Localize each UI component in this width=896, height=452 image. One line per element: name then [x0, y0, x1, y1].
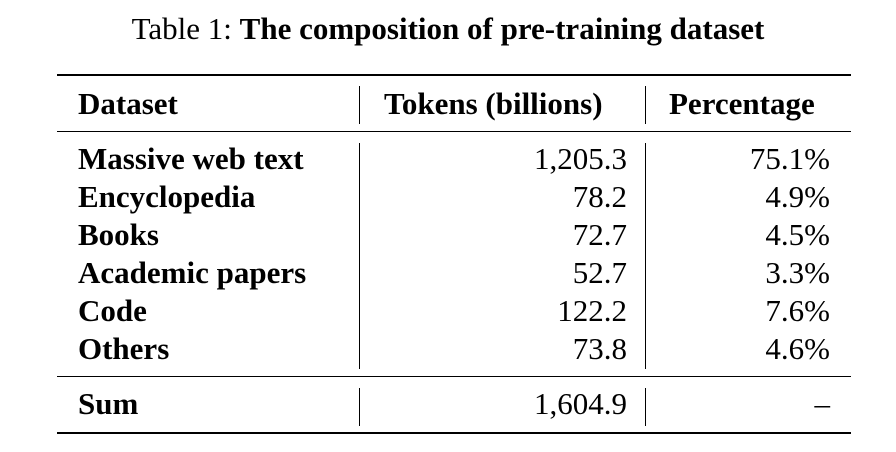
row-percentage: 4.9%	[765, 179, 830, 214]
row-percentage: 3.3%	[765, 255, 830, 290]
sum-label: Sum	[78, 386, 139, 421]
top-rule	[57, 74, 851, 76]
column-separator	[359, 388, 360, 426]
row-percentage: 7.6%	[765, 293, 830, 328]
row-dataset: Others	[78, 331, 170, 366]
row-tokens: 1,205.3	[534, 141, 627, 176]
bottom-rule	[57, 432, 851, 434]
sum-tokens: 1,604.9	[534, 386, 627, 421]
row-percentage: 4.6%	[765, 331, 830, 366]
column-separator	[359, 143, 360, 369]
row-dataset: Books	[78, 217, 159, 252]
column-separator	[359, 86, 360, 124]
column-separator	[645, 388, 646, 426]
row-percentage: 75.1%	[749, 141, 830, 176]
row-tokens: 122.2	[557, 293, 627, 328]
sum-percentage: –	[814, 386, 831, 421]
row-dataset: Massive web text	[78, 141, 304, 176]
row-tokens: 52.7	[572, 255, 627, 290]
table-caption: Table 1: The composition of pre-training…	[0, 10, 896, 48]
row-percentage: 4.5%	[765, 217, 830, 252]
row-tokens: 72.7	[572, 217, 627, 252]
column-separator	[645, 86, 646, 124]
row-tokens: 78.2	[572, 179, 627, 214]
header-dataset: Dataset	[78, 86, 178, 121]
caption-label: Table 1:	[131, 11, 232, 46]
header-rule	[57, 131, 851, 132]
column-separator	[645, 143, 646, 369]
header-percentage: Percentage	[669, 86, 815, 121]
row-dataset: Encyclopedia	[78, 179, 256, 214]
sum-rule	[57, 376, 851, 377]
caption-title: The composition of pre-training dataset	[239, 11, 765, 46]
row-dataset: Code	[78, 293, 147, 328]
header-tokens: Tokens (billions)	[384, 86, 603, 121]
row-dataset: Academic papers	[78, 255, 307, 290]
row-tokens: 73.8	[572, 331, 627, 366]
